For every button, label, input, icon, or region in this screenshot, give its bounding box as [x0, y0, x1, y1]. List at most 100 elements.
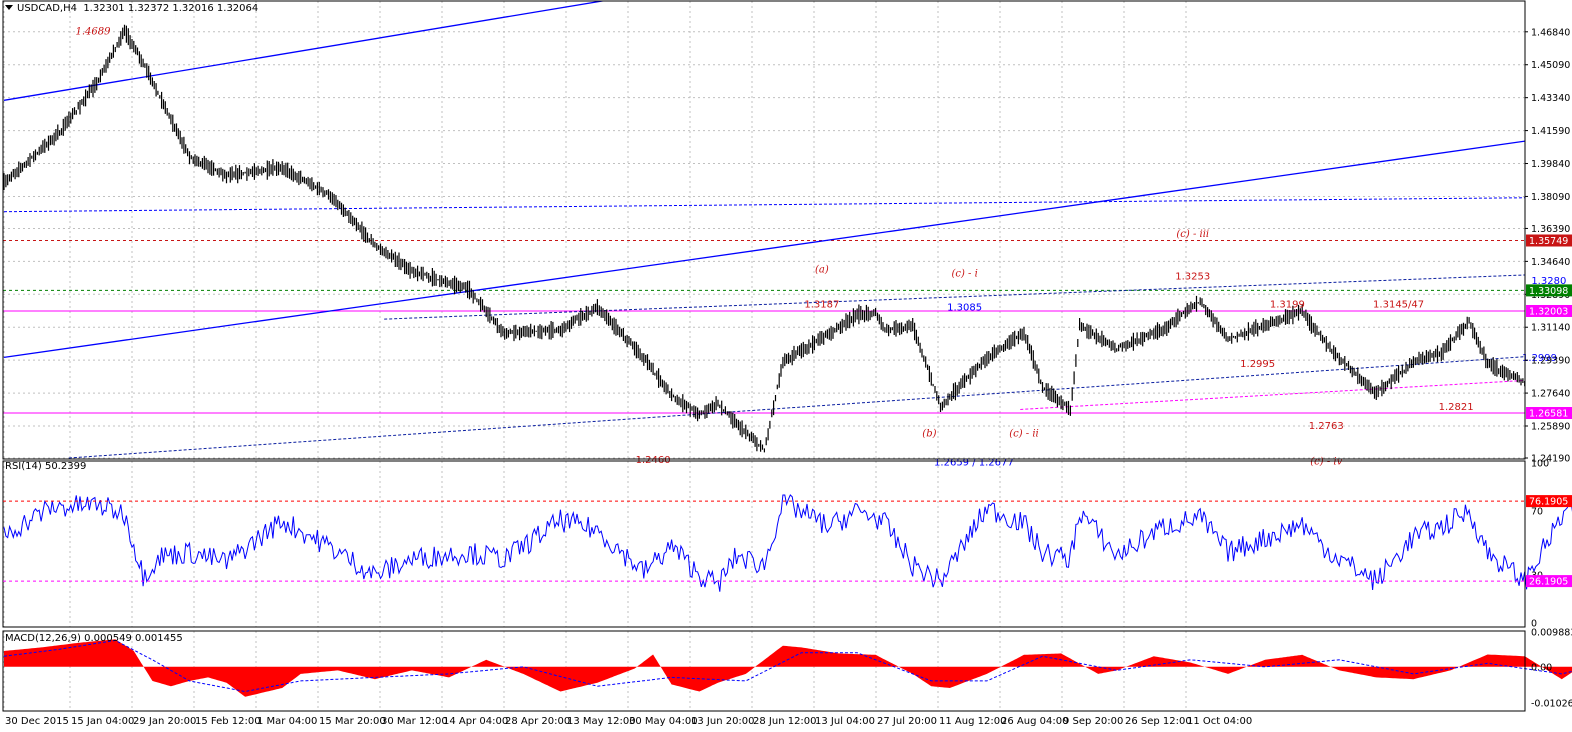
x-tick-label: 15 Jan 04:00 [71, 716, 134, 727]
wave-label: 1.3253 [1175, 271, 1210, 282]
x-tick-label: 30 Dec 2015 [5, 716, 69, 727]
x-tick-label: 26 Sep 12:00 [1125, 716, 1192, 727]
dropdown-triangle-icon [5, 5, 13, 10]
rsi-tick-label: 0 [1531, 619, 1537, 630]
wave-label: 1.2821 [1439, 402, 1474, 413]
wave-label: 1.2995 [1240, 359, 1275, 370]
wave-label: 1.3145/47 [1373, 300, 1424, 311]
x-tick-label: 28 Jun 12:00 [753, 716, 817, 727]
wave-label: (c) - i [951, 268, 977, 279]
trendlines [3, 1, 1525, 459]
level-badge [1526, 407, 1572, 420]
x-tick-label: 15 Mar 20:00 [319, 716, 386, 727]
wave-label: (c) - iii [1176, 229, 1209, 240]
macd-pane-frame [2, 630, 1526, 712]
price-series [3, 24, 1525, 453]
trendline [68, 356, 1525, 459]
y-tick-label: 1.31140 [1531, 323, 1570, 334]
wave-label: 1.2763 [1309, 421, 1344, 432]
rsi-pane-title: RSI(14) 50.2399 [5, 461, 86, 472]
y-tick-label: 1.41590 [1531, 126, 1570, 137]
rsi-tick-label: 100 [1531, 459, 1549, 470]
wave-label: 1.3280 [1531, 276, 1566, 287]
trendline [1020, 379, 1525, 410]
wave-label: 1.2460 [636, 455, 671, 466]
y-tick-label: 1.39840 [1531, 159, 1570, 170]
rsi-line [3, 494, 1572, 592]
level-badge [1526, 234, 1572, 247]
wave-label: 1.3199 [1270, 300, 1305, 311]
rsi-tick-label: 70 [1531, 507, 1543, 518]
rsi-series [3, 494, 1572, 592]
macd-series [3, 639, 1572, 697]
level-badge-label: 1.35749 [1529, 236, 1568, 247]
macd-pane-title: MACD(12,26,9) 0.000549 0.001455 [5, 633, 183, 644]
symbol-label: USDCAD,H4 [17, 3, 77, 14]
trendline [3, 197, 1525, 213]
trendline [3, 1, 607, 101]
trendline [3, 140, 1525, 358]
price-pane-title: USDCAD,H4 1.32301 1.32372 1.32016 1.3206… [5, 3, 258, 14]
wave-label: 1.4689 [76, 27, 112, 38]
y-tick-label: 1.46840 [1531, 27, 1570, 38]
pane-frames [2, 0, 1526, 712]
trendline [384, 274, 1525, 320]
y-tick-label: 1.24190 [1531, 454, 1570, 465]
x-tick-label: 11 Oct 04:00 [1187, 716, 1252, 727]
rsi-level-label: 76.1905 [1529, 497, 1568, 508]
level-badge-label: 1.32003 [1529, 306, 1568, 317]
wave-label: (c) - iv [1310, 457, 1342, 468]
rsi-level-badge [1526, 495, 1572, 508]
y-tick-label: 1.45090 [1531, 60, 1570, 71]
x-tick-label: 9 Sep 20:00 [1063, 716, 1123, 727]
rsi-pane-frame [2, 460, 1526, 628]
price-pane-frame [2, 0, 1526, 460]
wave-label: (a) [815, 265, 829, 276]
y-tick-label: 1.38090 [1531, 192, 1570, 203]
x-tick-label: 27 Jul 20:00 [877, 716, 937, 727]
x-tick-label: 28 Apr 20:00 [505, 716, 570, 727]
quote-label: 1.32301 1.32372 1.32016 1.32064 [83, 3, 259, 14]
y-tick-label: 1.29390 [1531, 356, 1570, 367]
y-tick-label: 1.34640 [1531, 257, 1570, 268]
y-tick-label: 1.43340 [1531, 93, 1570, 104]
y-tick-label: 1.36390 [1531, 224, 1570, 235]
wave-label: 1.3085 [947, 302, 982, 313]
macd-histogram [4, 639, 1572, 697]
y-tick-label: 1.27640 [1531, 389, 1570, 400]
macd-title: MACD(12,26,9) 0.000549 0.001455 [5, 633, 183, 644]
x-tick-label: 1 Mar 04:00 [257, 716, 317, 727]
wave-label: 1.2659 / 1.2677 [934, 458, 1014, 469]
price-annotations: 1.4689 (a) 1.3187 (c) - i 1.3085 (c) - iii 1.3… [76, 27, 1567, 469]
x-tick-label: 29 Jan 20:00 [133, 716, 196, 727]
rsi-title: RSI(14) 50.2399 [5, 461, 87, 472]
wave-label: (b) [922, 428, 936, 439]
rsi-level-badge [1526, 575, 1572, 588]
x-tick-label: 30 Mar 12:00 [381, 716, 448, 727]
grid [3, 1, 1525, 711]
price-bars [3, 24, 1525, 453]
macd-tick-label: -0.010261 [1531, 699, 1572, 710]
wave-label: 1.2999 [1522, 353, 1557, 364]
wave-label: (c) - ii [1009, 428, 1039, 439]
x-tick-label: 30 May 04:00 [629, 716, 698, 727]
macd-signal-line [3, 639, 1572, 693]
x-tick-label: 11 Aug 12:00 [939, 716, 1006, 727]
x-tick-label: 13 May 12:00 [567, 716, 636, 727]
y-tick-label: 1.25890 [1531, 422, 1570, 433]
level-badge-label: 1.33098 [1529, 286, 1568, 297]
x-tick-label: 14 Apr 04:00 [443, 716, 508, 727]
x-tick-label: 26 Aug 04:00 [1001, 716, 1068, 727]
level-badge-label: 1.26581 [1529, 409, 1568, 420]
wave-label: 1.3187 [804, 300, 839, 311]
macd-tick-label: 0.009883 [1531, 627, 1572, 638]
rsi-level-label: 26.1905 [1529, 577, 1568, 588]
level-badge [1526, 304, 1572, 317]
x-tick-label: 15 Feb 12:00 [195, 716, 261, 727]
macd-tick-label: 0.00 [1531, 662, 1552, 673]
x-tick-label: 13 Jun 20:00 [691, 716, 755, 727]
x-tick-label: 13 Jul 04:00 [815, 716, 875, 727]
level-badge [1526, 284, 1572, 297]
